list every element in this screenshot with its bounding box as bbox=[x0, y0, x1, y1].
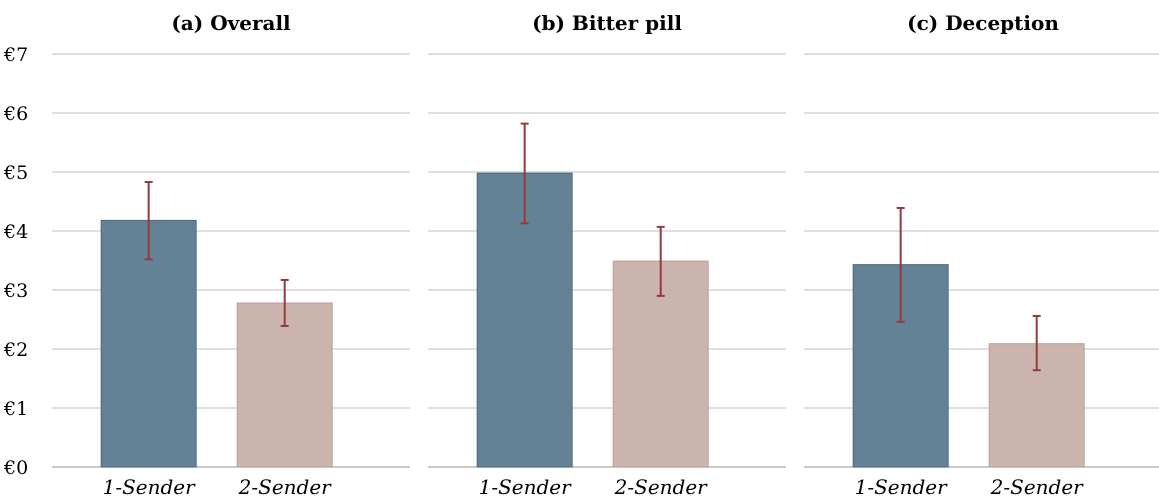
y-tick-label: €3 bbox=[3, 280, 28, 302]
x-tick-label: 2-Sender bbox=[238, 475, 333, 499]
y-tick-label: €5 bbox=[3, 162, 28, 184]
x-tick-label: 1-Sender bbox=[479, 475, 573, 499]
x-tick-label: 2-Sender bbox=[614, 475, 709, 499]
panel-title: (a) Overall bbox=[171, 11, 291, 35]
y-tick-label: €7 bbox=[3, 44, 28, 66]
bar-2-sender bbox=[236, 302, 333, 468]
bar-1-sender bbox=[100, 219, 197, 468]
y-tick-label: €0 bbox=[3, 457, 28, 479]
panel-title: (b) Bitter pill bbox=[532, 11, 682, 35]
x-tick-label: 2-Sender bbox=[990, 475, 1085, 499]
x-tick-label: 1-Sender bbox=[855, 475, 949, 499]
y-tick-label: €1 bbox=[3, 398, 28, 420]
y-tick-label: €4 bbox=[3, 221, 28, 243]
y-tick-label: €2 bbox=[3, 339, 28, 361]
y-tick-label: €6 bbox=[3, 103, 28, 125]
x-tick-label: 1-Sender bbox=[103, 475, 197, 499]
panel-title: (c) Deception bbox=[907, 11, 1059, 35]
